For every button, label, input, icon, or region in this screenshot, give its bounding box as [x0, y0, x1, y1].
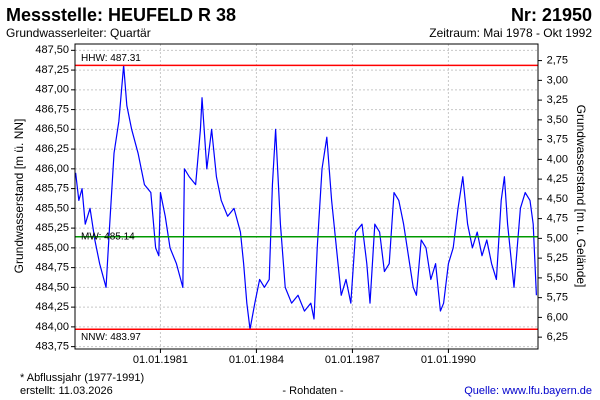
y-tick-label: 484,50: [35, 281, 69, 293]
y-tick-label: 484,25: [35, 301, 69, 313]
y2-tick-label: 6,00: [547, 311, 568, 323]
y2-tick-label: 3,00: [547, 74, 568, 86]
data-line: [75, 64, 537, 330]
subtitle: Grundwasserleiter: Quartär: [6, 26, 151, 40]
data-kind: - Rohdaten -: [282, 385, 343, 397]
footnote: * Abflussjahr (1977-1991): [20, 372, 144, 384]
x-tick-label: 01.01.1990: [421, 354, 476, 366]
x-tick-label: 01.01.1984: [229, 354, 284, 366]
y-tick-label: 487,00: [35, 84, 69, 96]
y2-tick-label: 4,50: [547, 193, 568, 205]
reference-label: HHW: 487.31: [81, 53, 141, 64]
y-tick-label: 484,00: [35, 321, 69, 333]
y2-tick-label: 3,25: [547, 94, 568, 106]
y2-tick-label: 4,75: [547, 213, 568, 225]
y-tick-label: 486,75: [35, 103, 69, 115]
y-tick-label: 484,75: [35, 262, 69, 274]
y2-tick-label: 4,00: [547, 153, 568, 165]
x-tick-label: 01.01.1981: [133, 354, 188, 366]
period: Zeitraum: Mai 1978 - Okt 1992: [429, 26, 592, 40]
y-tick-label: 487,25: [35, 64, 69, 76]
x-tick-label: 01.01.1987: [325, 354, 380, 366]
y2-tick-label: 3,50: [547, 114, 568, 126]
y-tick-label: 485,50: [35, 202, 69, 214]
y2-tick-label: 5,75: [547, 292, 568, 304]
y-tick-label: 483,75: [35, 341, 69, 353]
y-tick-label: 485,25: [35, 222, 69, 234]
y2-axis-label: Grundwasserstand [m u. Gelände]: [574, 105, 588, 288]
y2-tick-label: 5,25: [547, 252, 568, 264]
y2-tick-label: 6,25: [547, 331, 568, 343]
y-tick-label: 486,25: [35, 143, 69, 155]
station-number: Nr: 21950: [511, 5, 592, 25]
y-tick-label: 486,50: [35, 123, 69, 135]
y-tick-label: 485,00: [35, 242, 69, 254]
y-tick-label: 487,50: [35, 44, 69, 56]
y-tick-label: 485,75: [35, 183, 69, 195]
y-tick-label: 486,00: [35, 163, 69, 175]
source-link[interactable]: Quelle: www.lfu.bayern.de: [464, 385, 592, 397]
y2-tick-label: 5,50: [547, 272, 568, 284]
y2-tick-label: 2,75: [547, 54, 568, 66]
chart-title: Messstelle: HEUFELD R 38: [6, 5, 236, 25]
reference-label: NNW: 483.97: [81, 332, 141, 343]
reference-label: MW: 485.14: [81, 231, 135, 242]
created-date: erstellt: 11.03.2026: [20, 385, 113, 397]
y2-tick-label: 5,00: [547, 232, 568, 244]
y-axis-label: Grundwasserstand [m ü. NN]: [12, 119, 26, 274]
y2-tick-label: 4,25: [547, 173, 568, 185]
plot-area: [75, 44, 538, 349]
plot-frame: [74, 43, 539, 350]
y2-tick-label: 3,75: [547, 134, 568, 146]
